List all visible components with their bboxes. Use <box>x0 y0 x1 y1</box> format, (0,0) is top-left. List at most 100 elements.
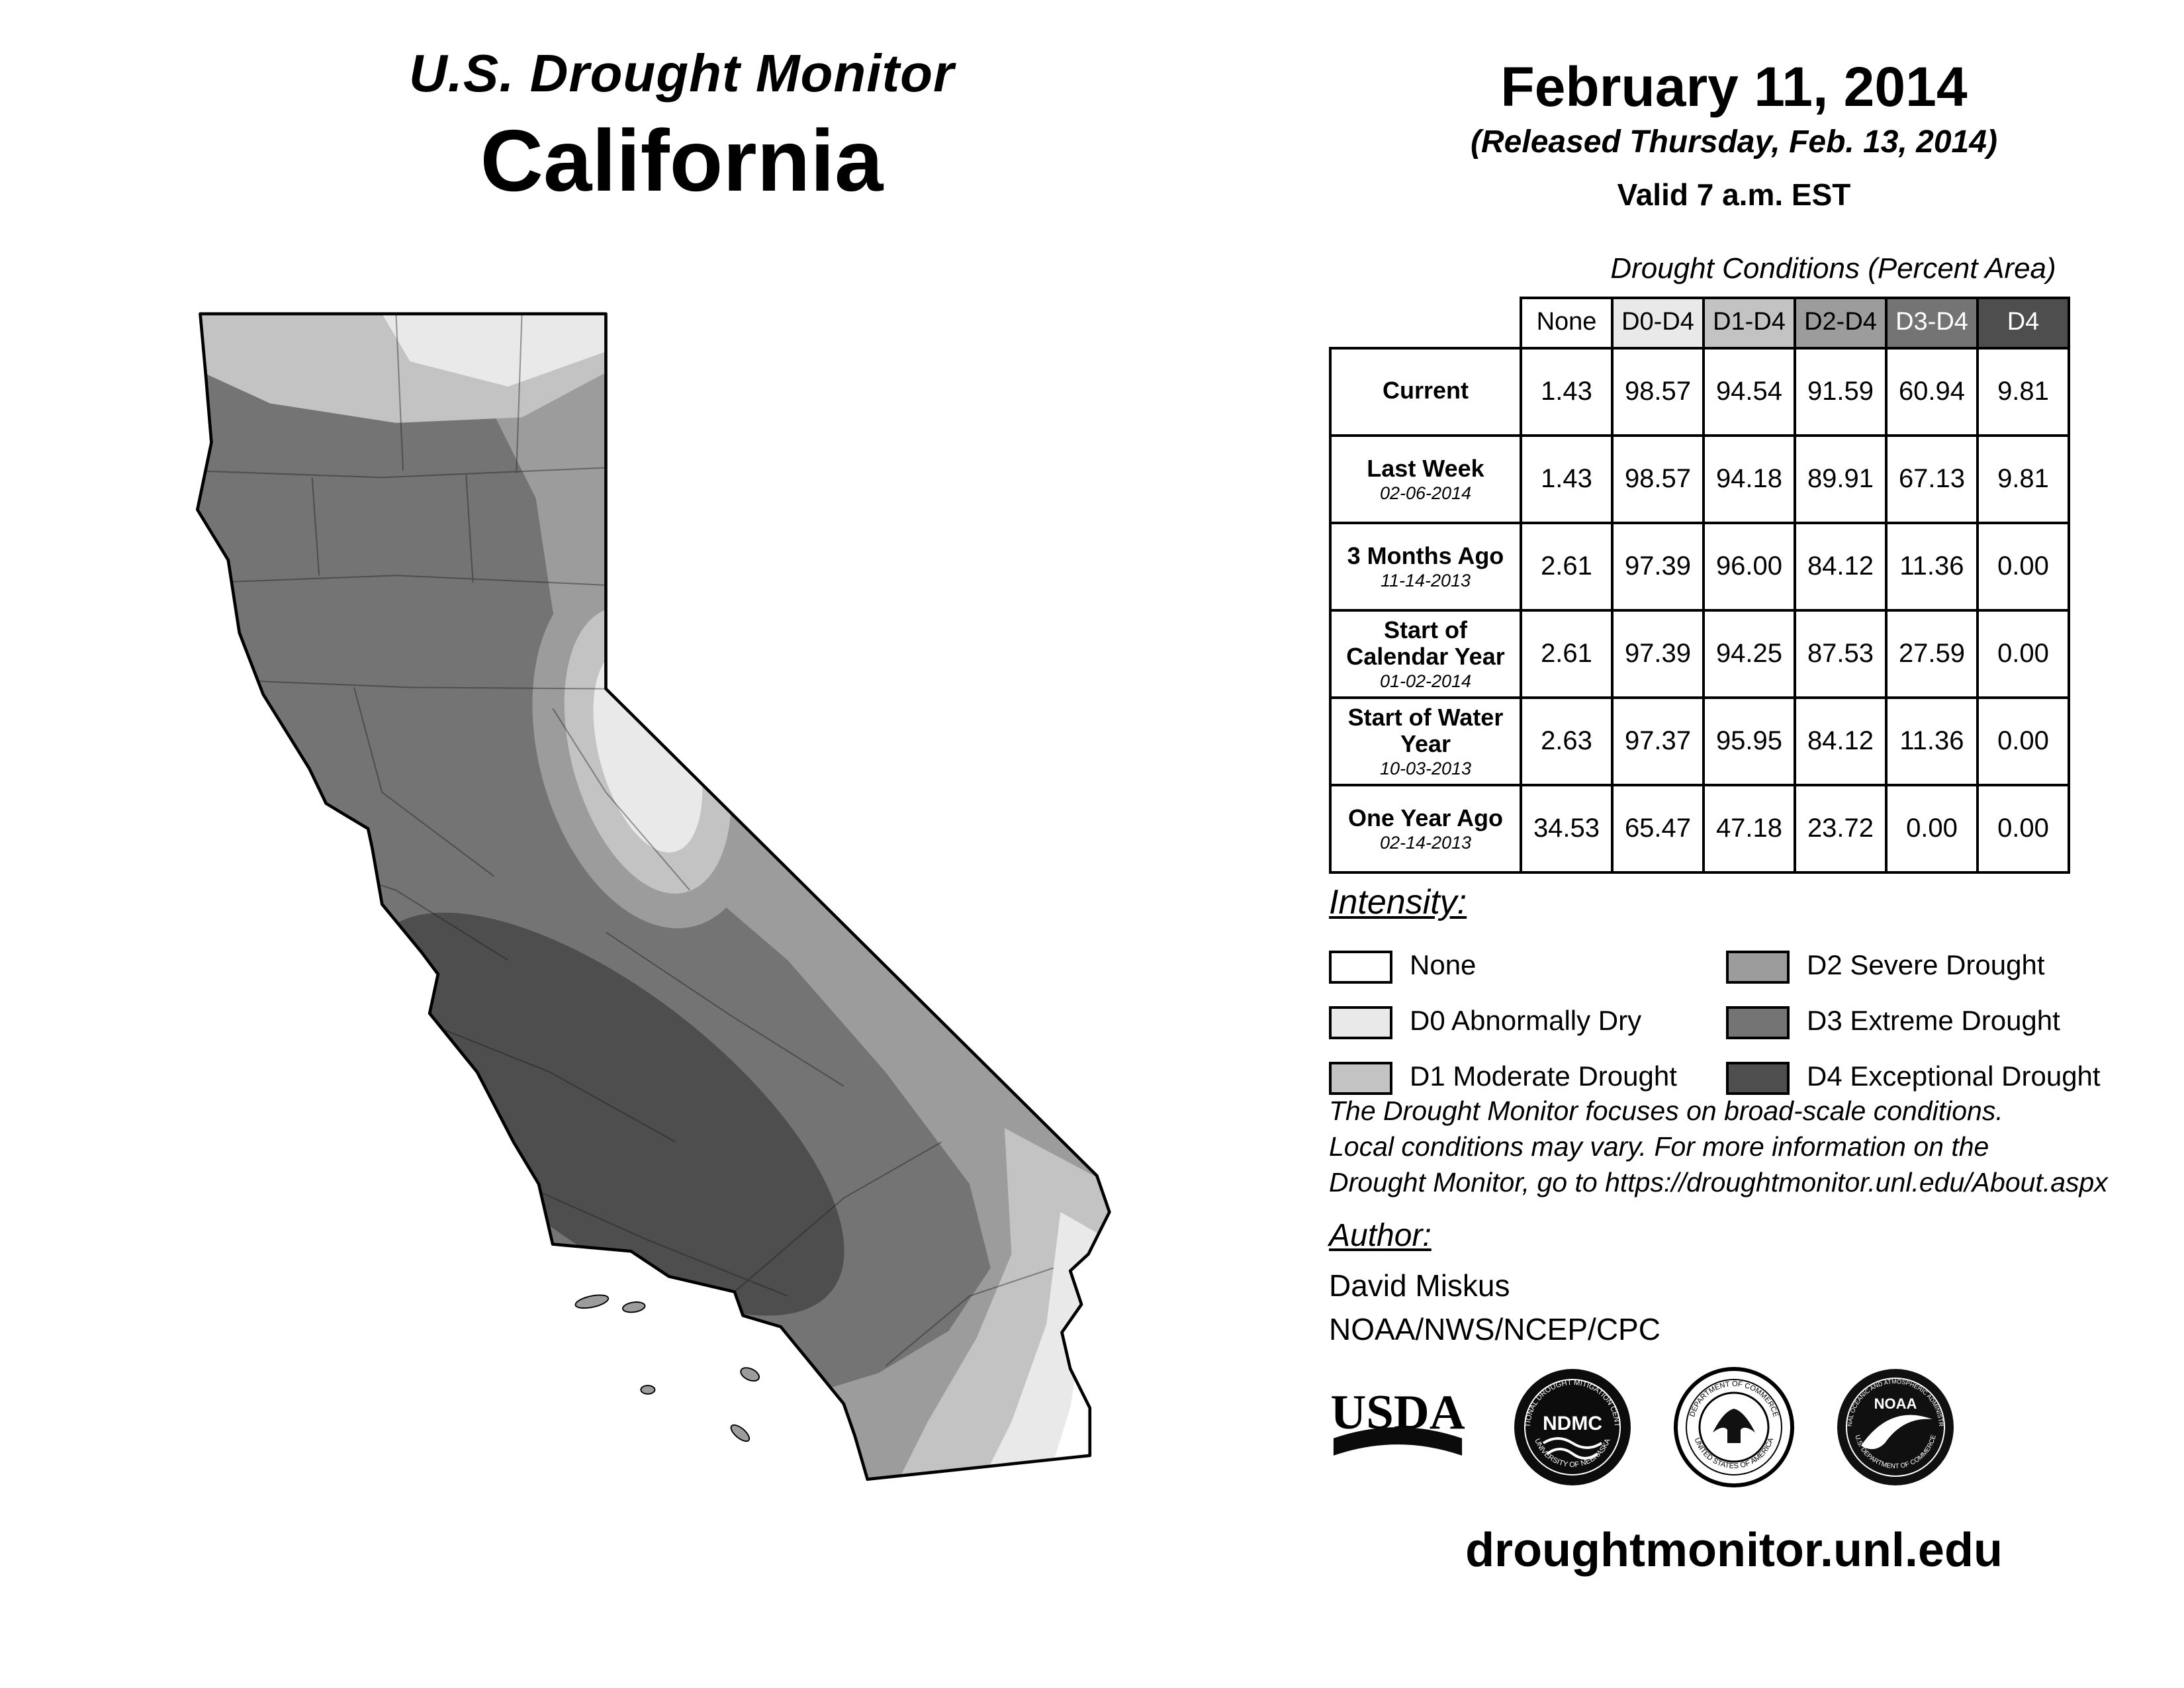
noaa-logo: NATIONAL OCEANIC AND ATMOSPHERIC ADMINIS… <box>1835 1366 1956 1488</box>
cell-value: 94.18 <box>1702 434 1796 524</box>
d0-north-patch <box>382 314 606 387</box>
cell-value: 98.57 <box>1611 434 1705 524</box>
seagull-icon <box>1861 1415 1933 1450</box>
cell-value: 91.59 <box>1794 347 1888 437</box>
legend-swatch-none <box>1329 950 1392 983</box>
legend-label: D1 Moderate Drought <box>1410 1062 1677 1092</box>
cell-value: 84.12 <box>1794 522 1888 612</box>
svg-text:NDMC: NDMC <box>1543 1413 1602 1434</box>
channel-islands <box>574 1294 760 1442</box>
valid-line: Valid 7 a.m. EST <box>1617 177 1851 212</box>
col-header-d3-d4: D3-D4 <box>1885 297 1979 350</box>
california-drought-map <box>113 289 1211 1520</box>
legend-label: D2 Severe Drought <box>1807 951 2045 981</box>
info-column: February 11, 2014 (Released Thursday, Fe… <box>1324 0 2144 1688</box>
cell-value: 95.95 <box>1702 696 1796 786</box>
cell-value: 34.53 <box>1520 784 1614 874</box>
cell-value: 11.36 <box>1885 522 1979 612</box>
legend-item-d0: D0 Abnormally Dry <box>1329 997 1726 1047</box>
author-heading: Author: <box>1329 1218 1432 1254</box>
report-title: U.S. Drought Monitor <box>408 45 955 103</box>
cell-value: 27.59 <box>1885 609 1979 699</box>
cell-value: 87.53 <box>1794 609 1888 699</box>
author-name: David Miskus <box>1329 1268 1510 1303</box>
cell-value: 23.72 <box>1794 784 1888 874</box>
col-header-d0-d4: D0-D4 <box>1611 297 1705 350</box>
row-label: Start of Water Year <box>1347 704 1504 757</box>
legend-swatch-d3 <box>1726 1006 1790 1039</box>
col-header-none: None <box>1520 297 1614 350</box>
drought-shading-layers <box>197 314 1110 1479</box>
legend-label: D4 Exceptional Drought <box>1807 1062 2101 1092</box>
table-title: Drought Conditions (Percent Area) <box>1610 252 2056 285</box>
row-label: Start of Calendar Year <box>1346 616 1505 670</box>
legend-title: Intensity: <box>1329 882 1467 921</box>
usda-logo: USDA <box>1324 1385 1472 1470</box>
title-block: U.S. Drought Monitor California <box>172 45 1191 211</box>
cell-value: 2.63 <box>1520 696 1614 786</box>
row-label: Last Week <box>1367 455 1484 482</box>
cell-value: 60.94 <box>1885 347 1979 437</box>
legend-label: None <box>1410 951 1477 981</box>
d4-exceptional-region <box>367 912 844 1316</box>
eagle-icon <box>1713 1409 1755 1443</box>
table-row-start-water-year: Start of Water Year 10-03-2013 2.63 97.37… <box>1329 696 2070 786</box>
cell-value: 98.57 <box>1611 347 1705 437</box>
california-map-svg <box>195 312 1111 1481</box>
table-row-last-week: Last Week 02-06-2014 1.43 98.57 94.18 89.… <box>1329 434 2070 524</box>
cell-value: 47.18 <box>1702 784 1796 874</box>
disclaimer-line: Drought Monitor, go to https://droughtmo… <box>1329 1168 2108 1199</box>
cell-value: 97.39 <box>1611 609 1705 699</box>
col-header-d1-d4: D1-D4 <box>1702 297 1796 350</box>
row-label: Current <box>1382 377 1469 404</box>
cell-value: 0.00 <box>1976 696 2070 786</box>
legend-item-d1: D1 Moderate Drought <box>1329 1053 1726 1103</box>
cell-value: 97.39 <box>1611 522 1705 612</box>
table-corner-cell <box>1330 298 1521 348</box>
cell-value: 2.61 <box>1520 522 1614 612</box>
california-outline <box>195 312 1111 1481</box>
released-line: (Released Thursday, Feb. 13, 2014) <box>1471 124 1997 160</box>
ndmc-logo: NATIONAL DROUGHT MITIGATION CENTER UNIVE… <box>1512 1366 1633 1488</box>
row-date: 02-06-2014 <box>1379 483 1472 504</box>
cell-value: 67.13 <box>1885 434 1979 524</box>
table-header-row: None D0-D4 D1-D4 D2-D4 D3-D4 D4 <box>1330 297 2070 350</box>
issue-header: February 11, 2014 (Released Thursday, Fe… <box>1324 56 2144 213</box>
legend-label: D0 Abnormally Dry <box>1410 1006 1642 1037</box>
legend-item-d4: D4 Exceptional Drought <box>1726 1053 2136 1103</box>
issue-date: February 11, 2014 <box>1500 56 1968 118</box>
author-org: NOAA/NWS/NCEP/CPC <box>1329 1312 1661 1346</box>
cell-value: 1.43 <box>1520 434 1614 524</box>
commerce-seal: DEPARTMENT OF COMMERCE UNITED STATES OF … <box>1673 1366 1795 1488</box>
legend-grid: None D0 Abnormally Dry D1 Moderate Droug… <box>1329 941 2136 1103</box>
cell-value: 94.54 <box>1702 347 1796 437</box>
intensity-legend: Intensity: None D0 Abnormally Dry D1 Mod… <box>1329 882 2136 1103</box>
cell-value: 9.81 <box>1976 434 2070 524</box>
row-date: 10-03-2013 <box>1379 759 1472 779</box>
footer-url: droughtmonitor.unl.edu <box>1465 1523 2003 1577</box>
cell-value: 65.47 <box>1611 784 1705 874</box>
disclaimer-line: The Drought Monitor focuses on broad-sca… <box>1329 1096 2003 1127</box>
cell-value: 97.37 <box>1611 696 1705 786</box>
row-date: 02-14-2013 <box>1379 833 1472 853</box>
row-date: 01-02-2014 <box>1379 671 1472 692</box>
row-label: 3 Months Ago <box>1347 542 1504 569</box>
table-row-one-year-ago: One Year Ago 02-14-2013 34.53 65.47 47.18… <box>1329 784 2070 874</box>
legend-item-d3: D3 Extreme Drought <box>1726 997 2136 1047</box>
county-boundaries <box>197 314 1054 1367</box>
author-block: Author: David Miskus NOAA/NWS/NCEP/CPC <box>1329 1218 1661 1348</box>
col-header-d4: D4 <box>1976 297 2070 350</box>
drought-table-section: Drought Conditions (Percent Area) None D… <box>1324 252 2144 874</box>
table-row-current: Current 1.43 98.57 94.54 91.59 60.94 9.8… <box>1329 347 2070 437</box>
cell-value: 2.61 <box>1520 609 1614 699</box>
disclaimer-line: Local conditions may vary. For more info… <box>1329 1132 1989 1163</box>
legend-swatch-d0 <box>1329 1006 1392 1039</box>
row-label: One Year Ago <box>1347 804 1504 831</box>
row-date: 11-14-2013 <box>1380 571 1471 591</box>
legend-label: D3 Extreme Drought <box>1807 1006 2060 1037</box>
cell-value: 84.12 <box>1794 696 1888 786</box>
cell-value: 1.43 <box>1520 347 1614 437</box>
svg-text:NOAA: NOAA <box>1874 1395 1917 1412</box>
